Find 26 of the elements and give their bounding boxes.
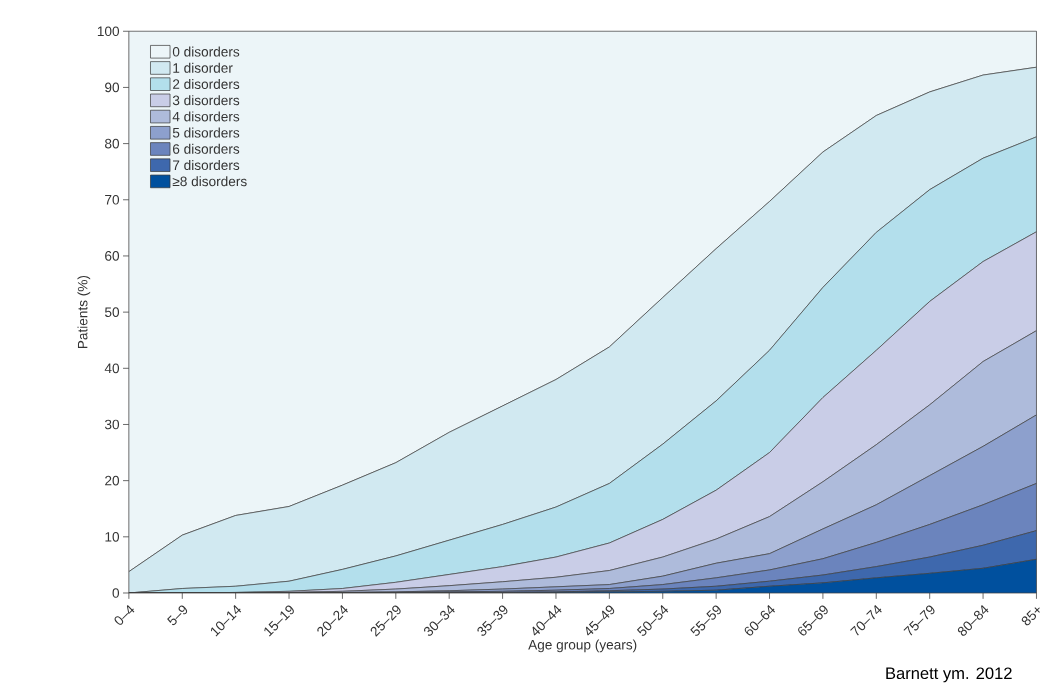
x-tick-label: 5–9 xyxy=(167,605,188,626)
legend-label: 1 disorder xyxy=(173,63,233,74)
legend-label: 3 disorders xyxy=(172,95,240,106)
legend-label: 5 disorders xyxy=(172,127,240,138)
y-tick-label: 100 xyxy=(97,26,120,37)
legend-label: 4 disorders xyxy=(172,111,240,122)
y-tick-label: 70 xyxy=(105,195,120,205)
y-tick-label: 80 xyxy=(105,139,120,149)
text: Barnett ym. 2012 xyxy=(886,667,1012,683)
legend-label: ≥8 disorders xyxy=(172,176,247,187)
y-axis-title: Patients (%) xyxy=(77,276,91,349)
y-tick-label: 10 xyxy=(105,532,120,542)
y-tick-label: 30 xyxy=(104,419,120,430)
x-tick-label: 85+ xyxy=(1021,607,1040,626)
x-axis-title: Age group (years) xyxy=(528,639,637,653)
x-tick-label: 0–4 xyxy=(114,605,135,626)
legend-label: 0 disorders xyxy=(172,46,240,57)
y-tick-label: 40 xyxy=(104,363,120,374)
legend-label: 7 disorders xyxy=(173,160,240,171)
legend-label: 2 disorders xyxy=(173,79,240,90)
y-tick-label: 60 xyxy=(105,251,120,262)
y-tick-label: 50 xyxy=(104,307,120,318)
legend-label: 6 disorders xyxy=(173,144,240,155)
y-tick-label: 0 xyxy=(112,588,120,599)
y-tick-label: 90 xyxy=(105,82,120,93)
y-tick-label: 20 xyxy=(105,476,120,486)
